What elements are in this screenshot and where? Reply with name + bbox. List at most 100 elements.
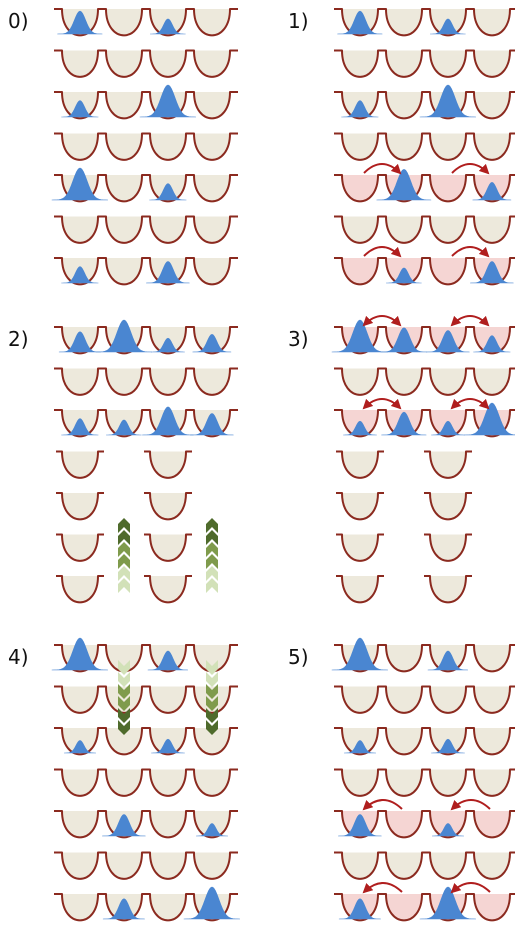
well-fill-p5-r3-w1	[386, 769, 422, 796]
well-fill-p0-r1-w1	[106, 50, 142, 77]
well-fill-p3-r1-w1	[386, 368, 422, 395]
lattice-row-p2-r3	[56, 450, 192, 479]
transport-chevron-p4-c1-3	[118, 696, 130, 711]
lattice-row-p2-r4	[56, 492, 192, 521]
hop-arrow-p1-0	[363, 163, 402, 175]
panel-4: 4)	[8, 637, 241, 922]
transport-chevron-p4-c3-3	[206, 696, 218, 711]
transport-chevron-p4-c3-2	[206, 684, 218, 699]
transport-chevron-p2-c3-1	[206, 530, 218, 545]
lattice-row-p3-r5	[336, 533, 472, 562]
well-fill-p5-r5-w1	[386, 852, 422, 879]
lattice-row-p3-r4	[336, 492, 472, 521]
atom-peak-p2-r2-w3	[190, 413, 234, 436]
atom-peak-p4-r4-w3	[195, 823, 229, 837]
atom-peak-p2-r0-w3	[192, 333, 232, 353]
well-fill-p4-r1-w3	[194, 686, 230, 713]
atom-peak-p5-r4-w0	[338, 814, 382, 837]
well-fill-p4-r0-w1	[106, 645, 142, 672]
panel-label-1: 1)	[288, 9, 309, 33]
well-fill-p0-r1-w0	[62, 50, 98, 77]
atom-peak-p4-r6-w3	[183, 886, 241, 920]
well-fill-p5-r1-w0	[342, 686, 378, 713]
atom-peak-p5-r2-w2	[431, 738, 465, 754]
well-fill-p1-r3-w1	[386, 133, 422, 160]
well-fill-p1-r1-w1	[386, 50, 422, 77]
panel-5: 5)	[288, 637, 515, 922]
well-fill-p3-r4-w0	[342, 493, 378, 520]
lattice-row-p3-r1	[334, 367, 515, 396]
hop-arrow-p5-0	[362, 799, 403, 811]
atom-peak-p4-r0-w2	[147, 650, 189, 671]
atom-peak-p1-r6-w3	[470, 261, 514, 284]
atom-peak-p3-r2-w0	[343, 420, 377, 436]
well-fill-p4-r1-w0	[62, 686, 98, 713]
atom-peak-p2-r0-w2	[151, 337, 185, 353]
well-fill-p1-r1-w3	[474, 50, 510, 77]
lattice-row-p5-r2	[334, 727, 515, 756]
atom-peak-p5-r4-w2	[431, 823, 465, 837]
lattice-row-p4-r3	[54, 768, 238, 797]
well-fill-p5-r6-w3	[474, 894, 510, 921]
well-fill-p0-r5-w2	[150, 216, 186, 243]
well-fill-p3-r6-w2	[430, 576, 466, 603]
well-fill-p5-r0-w3	[474, 645, 510, 672]
well-fill-p0-r6-w1	[106, 258, 142, 285]
well-fill-p0-r5-w0	[62, 216, 98, 243]
well-fill-p1-r2-w3	[474, 92, 510, 119]
well-fill-p0-r3-w2	[150, 133, 186, 160]
panel-3: 3)	[288, 315, 515, 604]
atom-peak-p1-r4-w3	[472, 181, 512, 201]
transport-chevron-p4-c3-5	[206, 720, 218, 735]
well-fill-p0-r1-w3	[194, 50, 230, 77]
panel-0: 0)	[8, 8, 238, 286]
atom-peak-p4-r6-w1	[102, 898, 145, 920]
well-fill-p5-r0-w1	[386, 645, 422, 672]
well-fill-p4-r3-w3	[194, 769, 230, 796]
well-fill-p5-r3-w0	[342, 769, 378, 796]
well-fill-p3-r5-w0	[342, 534, 378, 561]
well-fill-p4-r3-w1	[106, 769, 142, 796]
well-fill-p4-r6-w0	[62, 894, 98, 921]
panel-1: 1)	[288, 8, 515, 286]
atom-peak-p0-r0-w2	[150, 18, 186, 35]
atom-peak-p5-r6-w2	[419, 886, 477, 920]
well-fill-p0-r1-w2	[150, 50, 186, 77]
transport-chevron-p2-c3-3	[206, 554, 218, 569]
atom-peak-p3-r0-w1	[380, 327, 428, 353]
transport-chevron-p4-c3-0	[206, 660, 218, 675]
well-fill-p0-r2-w3	[194, 92, 230, 119]
atom-peak-p2-r2-w0	[61, 418, 99, 436]
hop-arrow-p3-3	[450, 398, 490, 410]
well-fill-p2-r4-w2	[150, 493, 186, 520]
hop-arrow-p5-2	[362, 882, 403, 894]
atom-peak-p5-r2-w0	[343, 740, 377, 754]
well-fill-p1-r5-w2	[430, 216, 466, 243]
hop-arrow-p1-1	[451, 163, 490, 175]
well-fill-p2-r4-w0	[62, 493, 98, 520]
atom-peak-p3-r0-w2	[426, 330, 470, 353]
well-fill-p5-r5-w3	[474, 852, 510, 879]
transport-chevron-p4-c3-1	[206, 672, 218, 687]
transport-chevron-p4-c3-4	[206, 708, 218, 723]
panel-label-3: 3)	[288, 327, 309, 351]
lattice-row-p1-r1	[334, 49, 515, 78]
atom-peak-p3-r0-w3	[473, 335, 511, 353]
well-fill-p1-r4-w2	[430, 175, 466, 202]
well-fill-p3-r6-w0	[342, 576, 378, 603]
atom-peak-p3-r2-w3	[463, 402, 515, 436]
well-fill-p3-r1-w2	[430, 368, 466, 395]
lattice-row-p2-r5	[56, 533, 192, 562]
well-fill-p2-r6-w0	[62, 576, 98, 603]
transport-chevron-p2-c3-5	[206, 578, 218, 593]
well-fill-p5-r3-w3	[474, 769, 510, 796]
well-fill-p5-r2-w3	[474, 728, 510, 755]
well-fill-p2-r1-w0	[62, 368, 98, 395]
well-fill-p1-r3-w2	[430, 133, 466, 160]
well-fill-p3-r4-w2	[430, 493, 466, 520]
well-fill-p4-r1-w1	[106, 686, 142, 713]
well-fill-p4-r4-w0	[62, 811, 98, 838]
well-fill-p4-r5-w3	[194, 852, 230, 879]
hop-arrow-p5-3	[450, 882, 491, 894]
well-fill-p4-r0-w3	[194, 645, 230, 672]
